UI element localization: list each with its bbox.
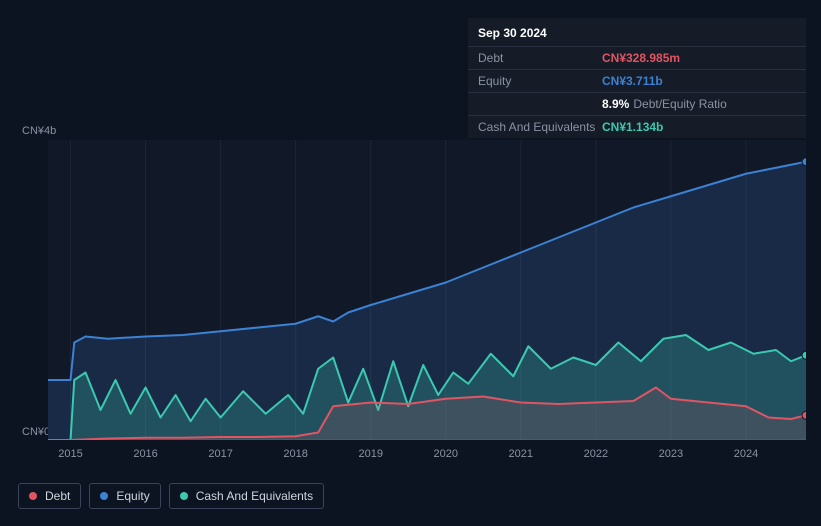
x-tick: 2024 [734, 448, 758, 460]
x-tick: 2015 [58, 448, 82, 460]
tooltip-label: Debt [478, 51, 602, 65]
tooltip-label: Cash And Equivalents [478, 120, 602, 134]
x-tick: 2022 [584, 448, 608, 460]
y-axis-bottom-label: CN¥0 [22, 426, 50, 438]
x-tick: 2016 [133, 448, 157, 460]
legend-dot-icon [100, 492, 108, 500]
legend-dot-icon [29, 492, 37, 500]
x-tick: 2021 [509, 448, 533, 460]
x-tick: 2019 [358, 448, 382, 460]
tooltip-row-ratio: 8.9%Debt/Equity Ratio [468, 93, 806, 116]
tooltip-label: Equity [478, 74, 602, 88]
finance-chart [48, 140, 806, 440]
tooltip-value: CN¥1.134b [602, 120, 663, 134]
legend-debt[interactable]: Debt [18, 483, 81, 509]
y-axis-top-label: CN¥4b [22, 125, 56, 137]
chart-legend: Debt Equity Cash And Equivalents [18, 483, 324, 509]
chart-tooltip: Sep 30 2024 Debt CN¥328.985m Equity CN¥3… [468, 18, 806, 138]
tooltip-value: CN¥328.985m [602, 51, 680, 65]
tooltip-label [478, 97, 602, 111]
legend-label: Equity [116, 489, 149, 503]
x-tick: 2017 [208, 448, 232, 460]
legend-label: Debt [45, 489, 70, 503]
tooltip-row-debt: Debt CN¥328.985m [468, 47, 806, 70]
x-tick: 2023 [659, 448, 683, 460]
tooltip-row-cash: Cash And Equivalents CN¥1.134b [468, 116, 806, 138]
x-tick: 2018 [283, 448, 307, 460]
tooltip-value: CN¥3.711b [602, 74, 663, 88]
tooltip-date: Sep 30 2024 [468, 18, 806, 47]
legend-equity[interactable]: Equity [89, 483, 160, 509]
tooltip-value: 8.9%Debt/Equity Ratio [602, 97, 727, 111]
legend-label: Cash And Equivalents [196, 489, 313, 503]
legend-dot-icon [180, 492, 188, 500]
legend-cash[interactable]: Cash And Equivalents [169, 483, 324, 509]
tooltip-row-equity: Equity CN¥3.711b [468, 70, 806, 93]
x-tick: 2020 [434, 448, 458, 460]
